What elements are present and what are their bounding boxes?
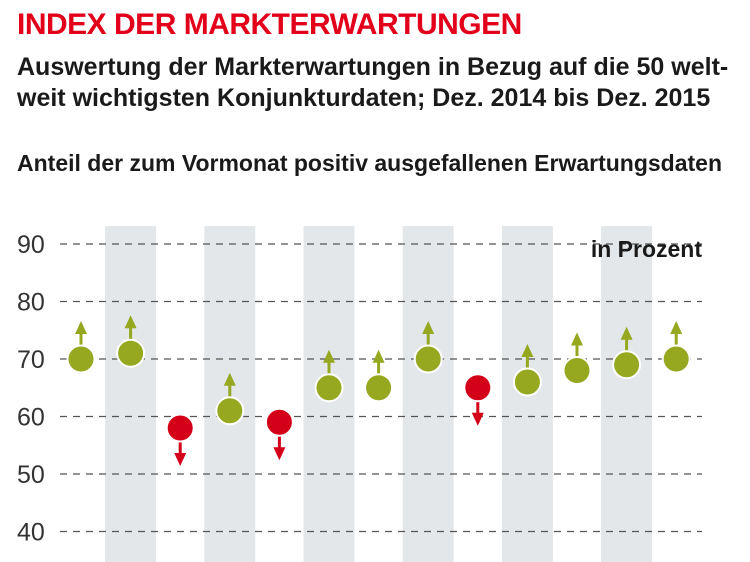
data-marker [116,338,146,368]
data-point [512,344,542,397]
arrowhead-up-icon [372,349,385,363]
data-point [413,321,443,374]
y-tick-label: 40 [17,519,45,547]
arrowhead-up-icon [521,344,534,357]
subtitle-line-1: Auswertung der Markterwartungen in Bezug… [17,53,729,81]
data-marker [661,344,691,374]
data-marker [165,413,195,443]
data-point [165,413,195,466]
column-band [105,226,157,562]
arrowhead-up-icon [323,349,335,363]
arrowhead-down-icon [273,447,286,461]
chart-subtitle: Auswertung der Markterwartungen in Bezug… [17,52,728,114]
data-marker [612,350,642,380]
data-marker [463,373,493,403]
data-point [661,321,691,374]
arrowhead-up-icon [571,332,583,346]
data-marker [66,344,96,374]
y-tick-label: 70 [17,346,45,374]
y-tick-label: 50 [17,461,45,489]
data-point [612,326,642,380]
y-tick-label: 60 [17,404,45,432]
arrowhead-up-icon [422,321,435,334]
unit-label: in Prozent [591,236,703,262]
data-marker [413,344,443,374]
data-marker [512,367,542,397]
subtitle-line-2: weit wichtigsten Konjunkturdaten; Dez. 2… [17,84,711,112]
data-marker [364,373,394,403]
data-marker [264,407,294,437]
arrowhead-down-icon [471,412,484,426]
data-point [66,321,96,374]
data-point [562,332,592,385]
data-point [215,372,245,426]
chart-title: INDEX DER MARKTERWARTUNGEN [17,8,522,41]
data-point [463,373,493,426]
arrowhead-up-icon [75,321,87,334]
arrowhead-up-icon [670,321,683,334]
data-point [264,407,294,461]
data-point [364,349,394,403]
data-marker [314,373,344,403]
arrowhead-up-icon [223,372,236,386]
y-tick-label: 90 [17,231,45,259]
arrowhead-up-icon [124,315,137,329]
data-marker [215,396,245,426]
data-point [314,349,344,403]
column-band [601,226,653,562]
y-tick-label: 80 [17,289,45,317]
arrowhead-down-icon [174,453,187,466]
column-band [402,226,454,562]
arrowhead-up-icon [620,326,633,340]
y-axis-label: Anteil der zum Vormonat positiv ausgefal… [17,150,723,176]
data-marker [562,356,592,385]
data-point [116,315,146,368]
